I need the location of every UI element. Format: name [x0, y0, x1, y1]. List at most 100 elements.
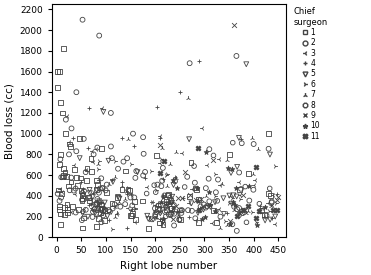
Point [109, 201, 115, 205]
Point [243, 220, 249, 224]
Point [217, 183, 223, 188]
Point [91, 152, 96, 156]
Point [206, 177, 211, 181]
Point [216, 207, 222, 211]
Point [80, 193, 86, 197]
Point [221, 212, 227, 216]
Point [229, 222, 235, 226]
Point [125, 188, 131, 192]
Point [71, 163, 77, 167]
Point [99, 186, 105, 190]
Point [187, 194, 193, 199]
Point [262, 212, 268, 216]
Point [236, 210, 242, 214]
Point [81, 189, 87, 193]
Point [98, 200, 104, 205]
Point [182, 169, 188, 174]
Point [250, 172, 256, 176]
Point [233, 54, 239, 58]
Point [179, 196, 185, 200]
Point [267, 152, 273, 157]
Point [229, 196, 235, 200]
Point [93, 213, 99, 218]
Point [207, 203, 213, 207]
Point [175, 196, 181, 200]
Point [243, 62, 249, 67]
Point [164, 203, 170, 207]
Point [65, 207, 71, 211]
Point [61, 212, 67, 217]
Point [119, 180, 125, 184]
Point [62, 170, 68, 174]
Point [236, 210, 242, 214]
Point [233, 186, 239, 191]
Point [186, 214, 192, 219]
Point [131, 144, 137, 148]
Point [56, 69, 62, 74]
Point [164, 199, 170, 204]
Point [245, 209, 251, 213]
Point [73, 90, 79, 94]
Point [228, 171, 234, 175]
Point [200, 207, 206, 212]
Point [249, 136, 255, 140]
Point [122, 202, 128, 206]
Point [156, 204, 162, 208]
Point [124, 226, 129, 230]
Point [61, 166, 67, 170]
Point [178, 217, 184, 222]
Point [80, 211, 86, 216]
Point [125, 186, 131, 191]
Point [168, 207, 174, 211]
Point [135, 170, 141, 174]
Point [112, 215, 118, 220]
Point [73, 186, 79, 191]
Point [193, 187, 199, 192]
Point [203, 194, 209, 198]
Point [101, 110, 106, 114]
Point [226, 193, 232, 198]
Point [234, 194, 240, 199]
Point [99, 207, 105, 211]
Point [90, 208, 96, 212]
Point [236, 180, 242, 184]
Point [158, 205, 164, 209]
Point [154, 104, 160, 109]
Point [87, 199, 93, 203]
Point [86, 202, 92, 207]
Point [99, 203, 105, 207]
Point [215, 177, 221, 182]
Point [187, 61, 193, 65]
Point [84, 166, 90, 170]
Point [96, 191, 102, 195]
Point [239, 137, 244, 141]
Point [132, 220, 138, 224]
Point [195, 211, 201, 215]
Point [166, 199, 172, 204]
Point [227, 219, 233, 223]
Point [192, 180, 198, 185]
Point [262, 215, 267, 219]
Point [152, 212, 158, 216]
Point [273, 208, 279, 212]
Point [112, 202, 118, 207]
Point [122, 197, 128, 201]
Point [213, 171, 219, 176]
Point [92, 202, 98, 207]
Point [275, 194, 281, 199]
Point [188, 187, 194, 191]
Point [154, 188, 160, 192]
Point [167, 161, 173, 166]
Point [196, 197, 202, 202]
Point [55, 188, 61, 192]
Point [159, 178, 165, 183]
Point [63, 131, 69, 136]
Point [163, 214, 169, 218]
Point [132, 217, 138, 222]
Point [170, 177, 175, 182]
Point [58, 223, 63, 227]
Point [173, 175, 179, 180]
Point [73, 210, 79, 215]
Point [177, 217, 183, 221]
Point [108, 144, 114, 149]
